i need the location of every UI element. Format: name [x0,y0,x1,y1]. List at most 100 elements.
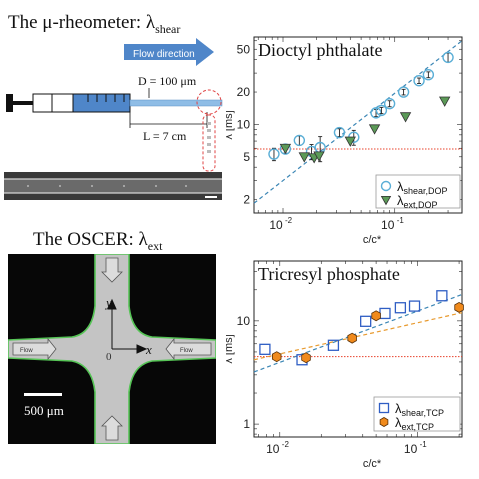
oscer-title: The OSCER: λext [33,229,162,254]
data-point [368,124,381,135]
y-tick-label: 10 [237,314,251,328]
axis-x-symbol: x [145,342,152,357]
zoom-connector-text [207,122,211,153]
data-point [313,151,325,162]
data-point [375,104,388,117]
data-point [333,126,346,139]
plot-frame [253,36,463,214]
capillary-tube [129,99,223,107]
fit-line [253,40,463,204]
y-tick-label: 10 [237,117,251,131]
legend-label-sub: shear,TCP [402,408,445,418]
legend-marker [378,402,390,414]
data-point [408,300,421,312]
zoom-circle [196,89,222,115]
data-point [383,97,396,110]
oscer-title-text: The OSCER: λ [33,229,148,250]
data-point [454,301,464,313]
y-tick-label: 5 [243,150,250,164]
data-point [271,351,282,363]
data-point [360,315,372,327]
x-tick-exponent: -1 [397,216,405,225]
rheometer-schematic: Flow direction D = 100 μm L = 7 cm [4,38,223,200]
error-bar [297,135,302,146]
plot-frame [253,260,463,438]
chart-title: Tricresyl phosphate [258,264,400,284]
plunger-rod [13,101,33,105]
x-tick-label: 10 [404,442,418,456]
y-tick-label: 20 [237,85,251,99]
flow-arrow-left: Flow [12,337,57,361]
length-label: L = 7 cm [143,129,187,143]
data-point [413,74,425,87]
series-0 [259,290,448,366]
flow-direction-arrow [124,38,214,66]
error-bar [379,106,384,115]
y-tick-label: 2 [243,193,250,207]
minor-ticks [254,261,462,437]
data-point [347,332,357,344]
x-tick-exponent: -1 [420,440,428,449]
data-point [442,51,454,64]
data-point [301,352,311,364]
oscer-title-sub: ext [147,238,163,253]
tracer-particles [27,185,187,187]
data-point [279,143,292,155]
x-tick-label: 10 [381,218,395,232]
x-tick-exponent: -2 [285,216,293,225]
data-point [298,152,310,163]
legend-label-sub: ext,DOP [404,200,438,210]
x-axis-label: c/c* [363,458,382,470]
oscer-micrograph: Flow Flow y x 0 500 μm [8,254,216,444]
series-1 [271,301,464,364]
diameter-label: D = 100 μm [138,74,197,88]
rheometer-title: The μ-rheometer: λshear [8,12,180,37]
error-bar [426,71,431,79]
axis-y-symbol: y [104,295,112,310]
data-point [268,148,280,160]
syringe-graduations [87,94,125,102]
flow-arrow-right: Flow [165,337,212,361]
data-point [439,96,451,107]
y-axis-label: λ [ms] [226,110,235,139]
legend-box [373,396,461,432]
error-bar [417,77,422,84]
flow-direction-label: Flow direction [133,49,195,60]
fit-line-secondary [253,312,463,361]
legend-label-sub: shear,DOP [404,186,448,196]
data-point [327,339,340,351]
minor-ticks [254,37,463,213]
data-point [394,302,407,314]
rheometer-title-text: The μ-rheometer: λ [8,12,156,33]
legend-box [375,174,461,209]
data-point [259,343,271,355]
micrograph-scale-bar [205,196,217,198]
chart-title: Dioctyl phthalate [258,40,382,60]
y-tick-label: 1 [243,417,250,431]
data-point [344,136,356,147]
plunger-handle [6,94,13,112]
x-axis-label: c/c* [363,234,382,246]
x-tick-exponent: -2 [282,440,290,449]
data-point [379,307,391,320]
flow-arrow-bottom [101,415,123,441]
data-point [371,310,381,322]
oscer-scale-label: 500 μm [24,403,64,418]
legend-label-sub: ext,TCP [402,422,435,432]
flow-left-label: Flow [20,348,33,354]
flow-arrow-top [101,257,123,283]
data-point [293,134,306,147]
legend-marker [380,195,392,206]
y-axis-label: λ [ms] [226,334,235,363]
oscer-scale-bar [24,393,62,396]
origin-label: 0 [106,351,112,363]
y-tick-label: 50 [237,42,251,56]
legend-marker [379,417,389,427]
error-bar [401,88,406,96]
data-point [397,86,410,98]
data-point [399,112,412,123]
